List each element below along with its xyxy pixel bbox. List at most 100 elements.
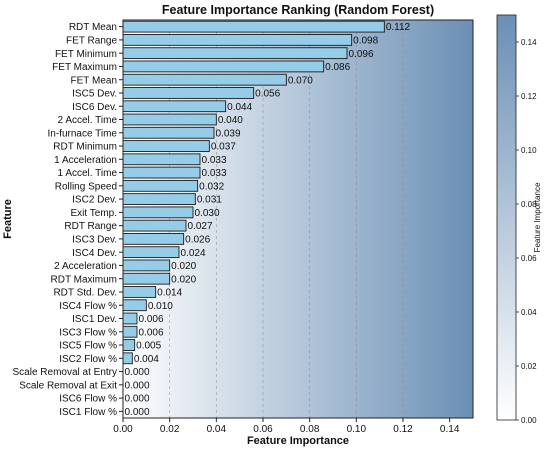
- bar: [122, 312, 138, 325]
- category-label: FET Range: [66, 36, 117, 47]
- category-label: 1 Acceleration: [54, 155, 117, 166]
- colorbar-tick-label: 0.06: [521, 254, 537, 263]
- value-label: 0.024: [181, 248, 206, 259]
- value-label: 0.031: [197, 195, 222, 206]
- category-label: ISC5 Flow %: [59, 341, 117, 352]
- x-axis-label: Feature Importance: [247, 435, 349, 447]
- colorbar-tick-label: 0.14: [521, 38, 537, 47]
- bar: [122, 272, 171, 285]
- value-label: 0.096: [349, 49, 374, 60]
- bar: [122, 34, 353, 46]
- value-label: 0.014: [157, 288, 182, 299]
- category-label: 1 Accel. Time: [58, 168, 118, 179]
- category-label: FET Maximum: [52, 62, 117, 73]
- category-label: ISC6 Flow %: [59, 394, 117, 405]
- bar: [122, 259, 171, 272]
- bar: [122, 20, 385, 33]
- category-label: 2 Acceleration: [54, 261, 117, 272]
- value-label: 0.000: [125, 394, 150, 405]
- bar: [122, 325, 138, 338]
- value-label: 0.000: [125, 380, 150, 391]
- category-label: Scale Removal at Exit: [19, 380, 117, 391]
- category-label: ISC1 Flow %: [59, 407, 117, 418]
- value-label: 0.040: [218, 115, 243, 126]
- colorbar-gradient: [496, 14, 517, 421]
- category-label: RDT Std. Dev.: [53, 288, 117, 299]
- value-label: 0.098: [353, 36, 378, 47]
- value-label: 0.030: [195, 208, 220, 219]
- category-label: Rolling Speed: [55, 181, 117, 192]
- category-label: RDT Mean: [69, 22, 117, 33]
- value-label: 0.112: [386, 22, 411, 33]
- colorbar-tick-label: 0.08: [521, 200, 537, 209]
- plot-frame: [122, 19, 474, 419]
- bar: [122, 47, 348, 60]
- value-label: 0.027: [188, 221, 213, 232]
- category-label: ISC4 Dev.: [72, 248, 117, 259]
- x-tick-label: 0.06: [253, 424, 273, 435]
- category-label: Scale Removal at Entry: [13, 367, 118, 378]
- colorbar-tick-label: 0.00: [521, 416, 537, 425]
- value-label: 0.037: [211, 142, 236, 153]
- value-label: 0.000: [125, 407, 150, 418]
- x-tick-label: 0.12: [393, 424, 413, 435]
- category-label: ISC1 Dev.: [72, 314, 117, 325]
- bar: [122, 87, 255, 99]
- value-label: 0.032: [199, 181, 224, 192]
- bar: [122, 179, 199, 192]
- category-label: ISC6 Dev.: [72, 102, 117, 113]
- bar: [122, 233, 185, 245]
- x-tick-label: 0.10: [347, 424, 367, 435]
- colorbar-tick-label: 0.04: [521, 308, 537, 317]
- bar: [122, 219, 187, 232]
- value-label: 0.005: [136, 341, 161, 352]
- bar: [122, 60, 325, 73]
- category-label: RDT Maximum: [51, 274, 117, 285]
- category-labels: RDT Mean FET Range FET Minimum FET Maximum F…: [13, 22, 123, 418]
- value-label: 0.020: [171, 261, 196, 272]
- category-label: ISC5 Dev.: [72, 89, 117, 100]
- value-label: 0.006: [139, 327, 164, 338]
- colorbar-ticks: 0.00 0.02 0.04 0.06 0.08 0.10 0.12 0.14: [516, 38, 537, 425]
- category-label: ISC3 Dev.: [72, 235, 117, 246]
- chart-title: Feature Importance Ranking (Random Fores…: [162, 3, 434, 17]
- x-tick-label: 0.08: [300, 424, 320, 435]
- bar: [122, 113, 217, 126]
- bar: [122, 153, 201, 166]
- category-label: RDT Range: [64, 221, 117, 232]
- value-label: 0.033: [202, 155, 227, 166]
- value-label: 0.004: [134, 354, 159, 365]
- bar: [122, 339, 136, 351]
- category-label: In-furnace Time: [48, 128, 118, 139]
- bar: [122, 140, 210, 152]
- value-label: 0.020: [171, 274, 196, 285]
- bar: [122, 193, 196, 205]
- grid-lines: [169, 20, 451, 418]
- x-tick-label: 0.04: [207, 424, 227, 435]
- value-label: 0.039: [216, 128, 241, 139]
- value-label: 0.070: [288, 75, 313, 86]
- x-tick-label: 0.14: [440, 424, 460, 435]
- value-label: 0.044: [227, 102, 252, 113]
- y-axis-label: Feature: [2, 199, 14, 239]
- bars: [122, 20, 385, 365]
- bar: [122, 206, 194, 219]
- bar: [122, 352, 133, 365]
- bar: [122, 299, 147, 312]
- value-label: 0.010: [148, 301, 173, 312]
- colorbar-tick-label: 0.02: [521, 362, 537, 371]
- category-label: Exit Temp.: [71, 208, 118, 219]
- x-axis-ticks: 0.00 0.02 0.04 0.06 0.08 0.10 0.12 0.14: [113, 418, 460, 435]
- category-label: ISC4 Flow %: [59, 301, 117, 312]
- category-label: FET Minimum: [55, 49, 117, 60]
- value-label: 0.033: [202, 168, 227, 179]
- x-tick-label: 0.00: [113, 424, 133, 435]
- bar: [122, 246, 180, 259]
- bar: [122, 126, 215, 139]
- value-label: 0.026: [185, 235, 210, 246]
- category-label: RDT Minimum: [53, 142, 117, 153]
- value-label: 0.000: [125, 367, 150, 378]
- bar: [122, 100, 227, 113]
